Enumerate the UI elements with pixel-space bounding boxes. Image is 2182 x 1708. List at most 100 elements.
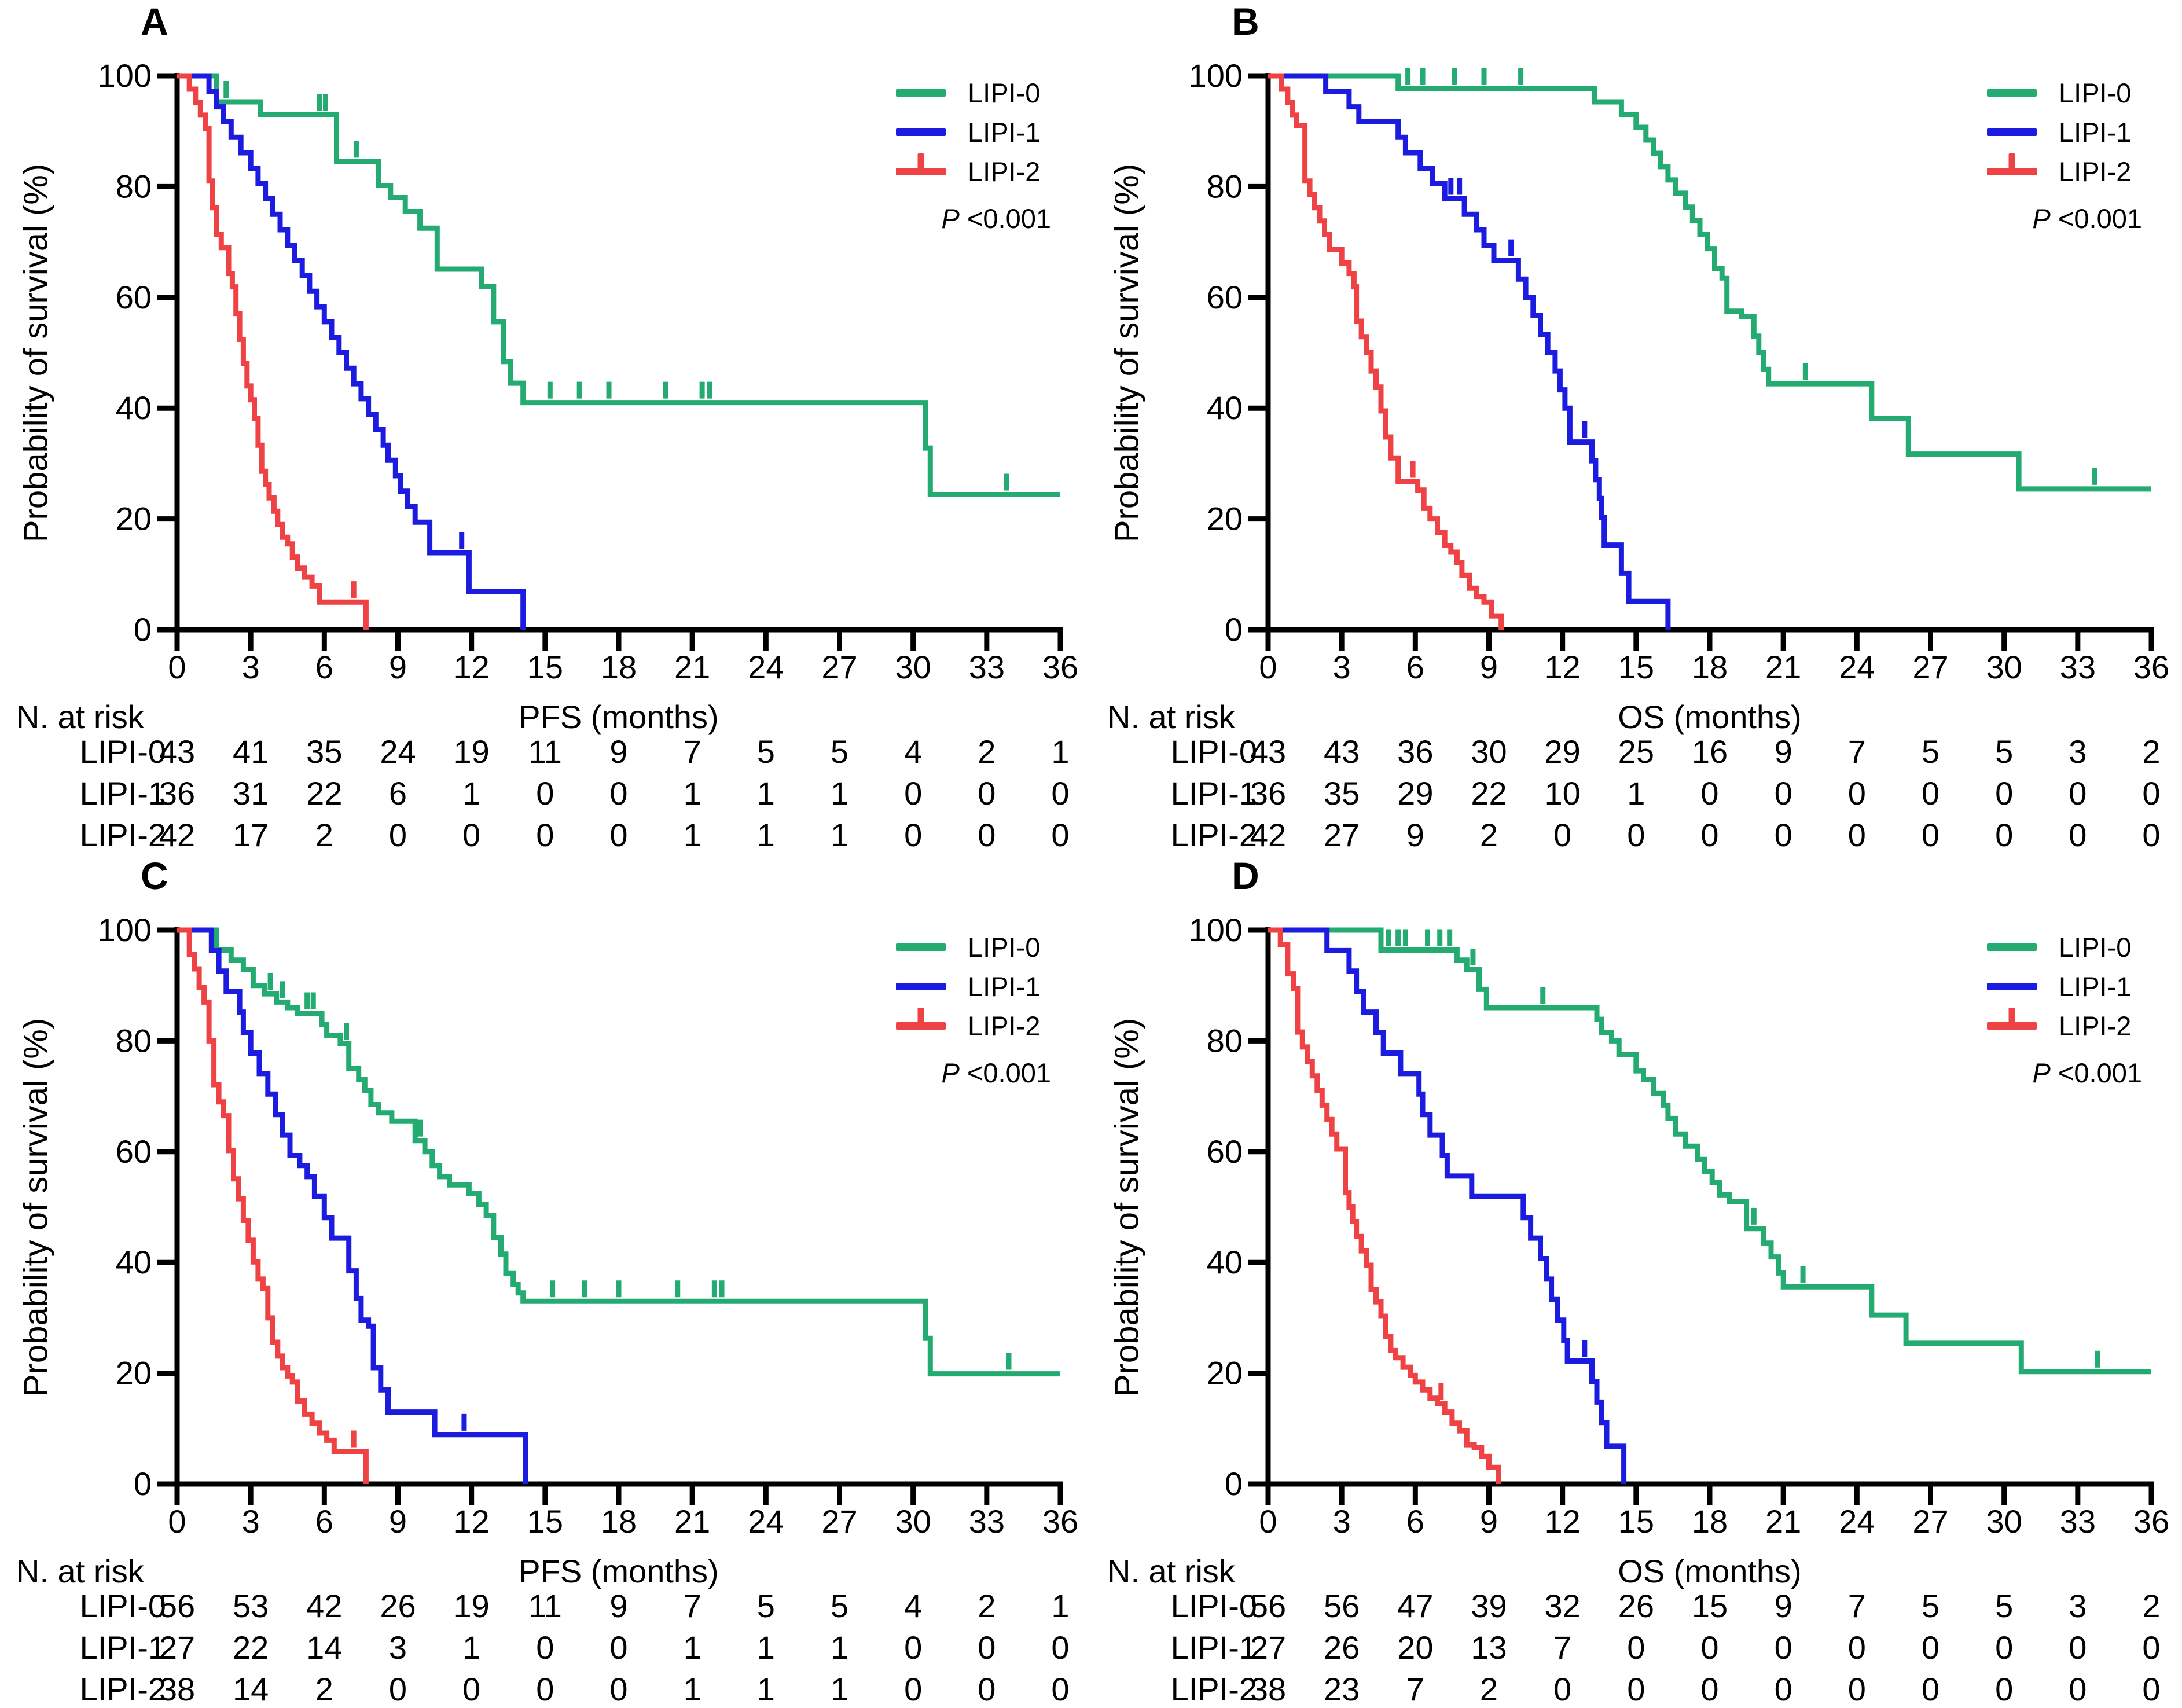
risk-value: 0: [904, 1629, 922, 1666]
risk-value: 10: [1545, 775, 1581, 811]
legend: LIPI-0 LIPI-1 LIPI-2 P <0.001: [896, 73, 1051, 234]
km-curve: [1268, 73, 1671, 630]
km-curve: [177, 73, 1060, 497]
risk-value: 1: [757, 1671, 775, 1707]
x-tick-label: 21: [674, 1503, 710, 1540]
risk-value: 27: [1324, 817, 1360, 853]
risk-value: 43: [1324, 733, 1360, 770]
y-tick-label: 40: [1207, 1244, 1243, 1280]
risk-value: 5: [757, 733, 775, 770]
risk-value: 35: [306, 733, 342, 770]
x-tick-label: 12: [454, 649, 490, 685]
risk-value: 22: [233, 1629, 269, 1666]
y-tick-label: 80: [1207, 1022, 1243, 1059]
panel-letter: A: [141, 0, 168, 43]
series-lipi-1: [177, 73, 526, 630]
risk-value: 1: [757, 1629, 775, 1666]
risk-value: 14: [233, 1671, 269, 1707]
y-tick-label: 40: [1207, 390, 1243, 426]
risk-value: 1: [831, 817, 848, 853]
risk-value: 0: [1700, 1671, 1718, 1707]
risk-value: 0: [2069, 1671, 2087, 1707]
risk-value: 0: [2142, 817, 2160, 853]
risk-value: 0: [2069, 817, 2087, 853]
panel-d: D Probability of survival (%) 0 3 6 9 12 15 18…: [1091, 854, 2182, 1708]
y-tick-label: 0: [1225, 1465, 1243, 1502]
axes: [1248, 927, 2154, 1505]
legend-label: LIPI-2: [2059, 156, 2132, 187]
risk-value: 20: [1397, 1629, 1433, 1666]
series-lipi-2: [1268, 73, 1504, 630]
km-curve: [1268, 73, 1504, 630]
x-tick-label: 12: [1545, 649, 1581, 685]
risk-value: 3: [2069, 1588, 2087, 1624]
risk-value: 0: [1051, 817, 1069, 853]
p-value-text: <0.001: [959, 1057, 1051, 1088]
lipi2-line-censor-swatch: [1987, 1022, 2037, 1030]
risk-value: 4: [904, 1588, 922, 1624]
risk-table-header: N. at risk: [16, 699, 144, 735]
p-value-text: <0.001: [2050, 1057, 2142, 1088]
km-curve: [177, 73, 369, 630]
risk-value: 0: [1775, 1671, 1792, 1707]
risk-value: 5: [831, 733, 848, 770]
risk-value: 1: [684, 1629, 701, 1666]
lipi1-line-swatch: [1987, 128, 2037, 136]
y-tick-label: 100: [1189, 57, 1243, 94]
legend: LIPI-0 LIPI-1 LIPI-2 P <0.001: [1987, 927, 2142, 1089]
risk-value: 16: [1692, 733, 1728, 770]
x-tick-label: 33: [969, 649, 1005, 685]
risk-value: 9: [609, 1588, 627, 1624]
lipi0-line-swatch: [1987, 943, 2037, 951]
risk-row-label: LIPI-2: [1171, 1671, 1257, 1707]
x-tick-label: 21: [674, 649, 710, 685]
p-value-text: <0.001: [959, 203, 1051, 234]
risk-value: 2: [315, 817, 333, 853]
y-tick-label: 20: [116, 501, 152, 537]
risk-value: 4: [904, 733, 922, 770]
risk-value: 2: [1480, 817, 1498, 853]
legend-item-lipi1: LIPI-1: [896, 967, 1051, 1006]
panel-c: C Probability of survival (%) 0 3 6 9 12 15 18…: [0, 854, 1091, 1708]
risk-value: 13: [1471, 1629, 1507, 1666]
x-tick-label: 18: [601, 649, 637, 685]
risk-value: 0: [1775, 817, 1792, 853]
risk-value: 0: [904, 817, 922, 853]
risk-value: 31: [233, 775, 269, 811]
risk-value: 0: [609, 775, 627, 811]
legend-label: LIPI-0: [968, 931, 1041, 963]
risk-value: 29: [1397, 775, 1433, 811]
risk-value: 26: [1324, 1629, 1360, 1666]
risk-value: 5: [1995, 1588, 2013, 1624]
y-tick-label: 0: [134, 1465, 152, 1502]
risk-value: 1: [1051, 733, 1069, 770]
risk-value: 0: [1848, 1671, 1866, 1707]
risk-value: 0: [1848, 775, 1866, 811]
risk-row-label: LIPI-2: [80, 817, 166, 853]
risk-value: 0: [1051, 1629, 1069, 1666]
risk-value: 2: [1480, 1671, 1498, 1707]
risk-value: 26: [380, 1588, 416, 1624]
risk-value: 0: [978, 1671, 996, 1707]
risk-value: 0: [1627, 1671, 1645, 1707]
risk-table-header: N. at risk: [1107, 1553, 1235, 1589]
risk-value: 0: [1848, 817, 1866, 853]
p-symbol: P: [941, 203, 960, 234]
p-symbol: P: [2032, 203, 2051, 234]
x-tick-label: 27: [1912, 649, 1948, 685]
x-tick-label: 24: [1839, 1503, 1875, 1540]
x-tick-label: 24: [1839, 649, 1875, 685]
legend: LIPI-0 LIPI-1 LIPI-2 P <0.001: [1987, 73, 2142, 234]
risk-value: 43: [1250, 733, 1286, 770]
risk-row-label: LIPI-0: [80, 733, 166, 770]
risk-value: 1: [831, 1629, 848, 1666]
risk-value: 42: [159, 817, 195, 853]
risk-value: 0: [609, 817, 627, 853]
x-tick-label: 12: [454, 1503, 490, 1540]
